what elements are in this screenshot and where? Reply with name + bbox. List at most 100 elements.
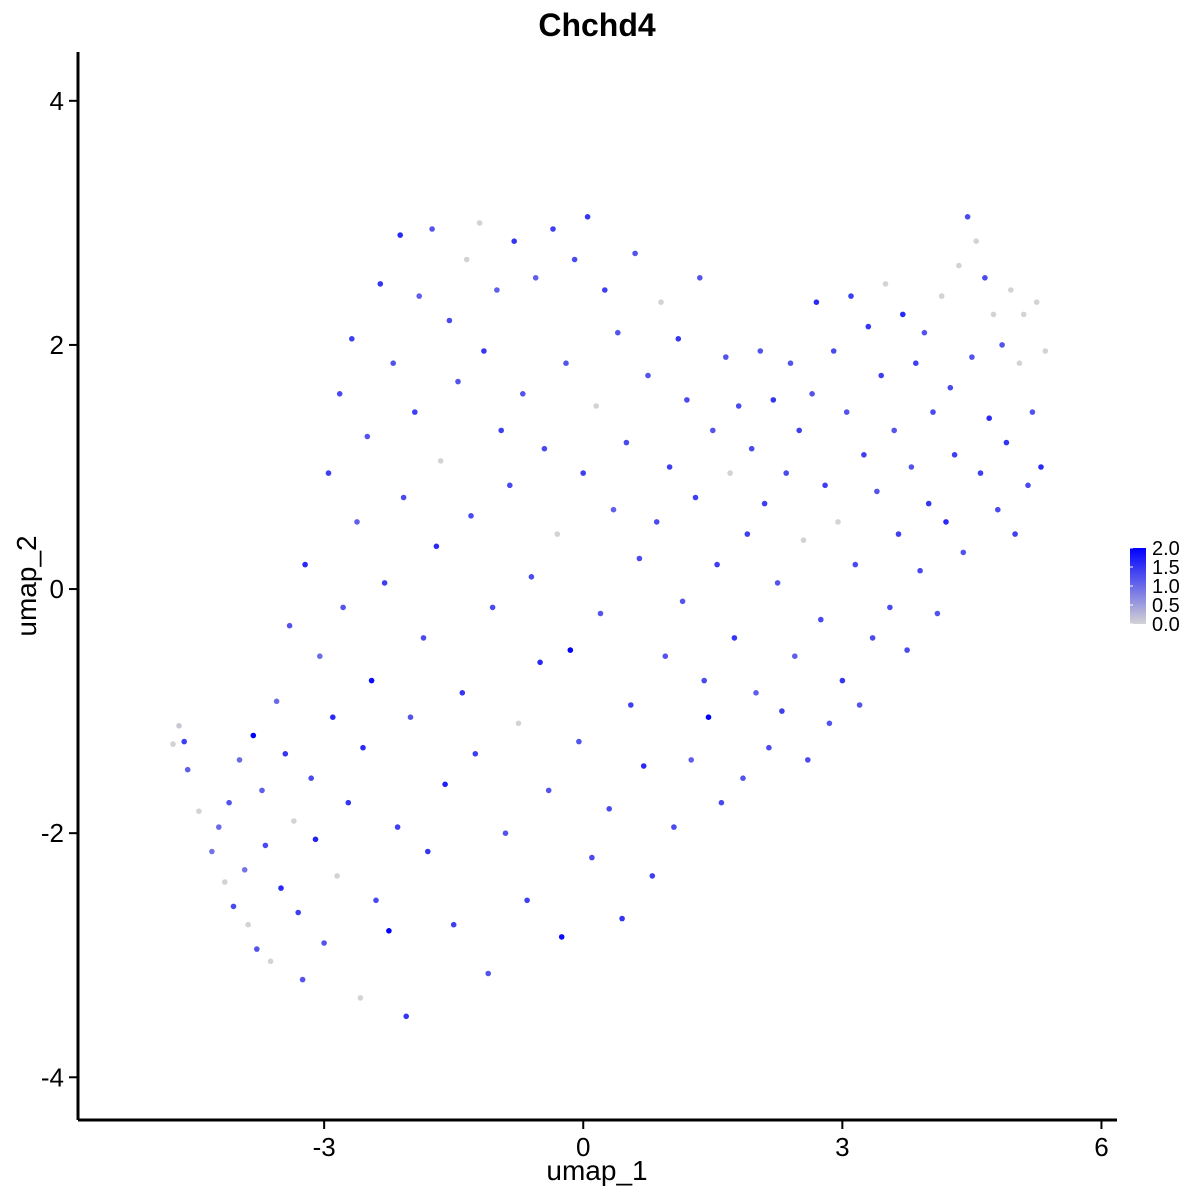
- cell-point: [852, 561, 859, 568]
- cell-point: [354, 519, 360, 525]
- cell-point: [697, 275, 703, 281]
- colorbar-tick-label: 2.0: [1152, 538, 1180, 560]
- x-tick-label: -3: [313, 1132, 336, 1162]
- cell-point: [262, 842, 269, 849]
- cell-point: [800, 537, 807, 543]
- cell-point: [494, 287, 500, 293]
- colorbar-tick-label: 0.0: [1152, 614, 1180, 636]
- cell-point: [969, 354, 975, 360]
- cell-point: [253, 946, 260, 952]
- cell-point: [688, 757, 694, 763]
- cell-point: [593, 403, 599, 409]
- cell-point: [818, 616, 824, 623]
- cell-point: [485, 970, 492, 977]
- cell-point: [761, 500, 768, 507]
- cell-point: [843, 409, 850, 415]
- cell-point: [317, 653, 323, 659]
- cell-point: [666, 464, 673, 470]
- cell-point: [420, 635, 427, 641]
- cell-point: [416, 293, 423, 299]
- cell-point: [1020, 311, 1027, 318]
- cell-point: [925, 500, 932, 507]
- cell-point: [887, 604, 893, 611]
- cell-point: [727, 470, 733, 476]
- cell-point: [986, 415, 992, 422]
- cell-point: [1016, 360, 1023, 367]
- cell-point: [714, 561, 720, 568]
- colorbar-tick-label: 1.5: [1152, 557, 1180, 579]
- cell-point: [865, 323, 872, 330]
- cell-point: [196, 808, 202, 814]
- cell-point: [412, 409, 418, 415]
- cell-point: [450, 921, 457, 928]
- cell-point: [874, 488, 880, 495]
- cell-point: [1038, 464, 1044, 470]
- cell-point: [481, 348, 487, 354]
- x-tick-label: 6: [1094, 1132, 1108, 1162]
- cell-point: [184, 766, 191, 773]
- colorbar-tick-label: 1.0: [1152, 576, 1180, 598]
- cell-point: [308, 775, 315, 781]
- cell-point: [403, 1013, 410, 1020]
- cell-point: [1033, 299, 1040, 306]
- cell-point: [541, 445, 548, 452]
- cell-point: [463, 256, 470, 263]
- cell-point: [468, 513, 474, 519]
- cell-point: [735, 403, 742, 409]
- cell-point: [671, 824, 677, 830]
- cell-point: [904, 647, 910, 653]
- cell-point: [753, 690, 759, 696]
- cell-point: [1042, 348, 1049, 354]
- cell-point: [835, 519, 841, 525]
- cell-point: [345, 799, 352, 806]
- points-layer: [170, 214, 1049, 1020]
- cell-point: [930, 409, 936, 415]
- cell-point: [170, 741, 176, 747]
- cell-point: [757, 348, 764, 354]
- cell-point: [567, 647, 574, 653]
- cell-point: [908, 464, 915, 470]
- cell-point: [710, 427, 716, 434]
- cell-point: [597, 610, 604, 617]
- cell-point: [995, 506, 1001, 513]
- cell-point: [446, 317, 453, 324]
- cell-point: [472, 751, 479, 757]
- x-tick-label: 3: [835, 1132, 849, 1162]
- y-tick-label: 4: [50, 86, 64, 116]
- cell-point: [550, 226, 556, 232]
- cell-point: [291, 818, 297, 824]
- x-tick-label: 0: [576, 1132, 590, 1162]
- cell-point: [357, 995, 364, 1001]
- cell-point: [580, 470, 586, 476]
- cell-point: [792, 653, 798, 659]
- cell-point: [917, 567, 923, 574]
- cell-point: [861, 452, 867, 458]
- cell-point: [576, 738, 582, 745]
- cell-point: [222, 879, 228, 885]
- cell-point: [982, 275, 988, 281]
- cell-point: [653, 519, 660, 525]
- cell-point: [701, 677, 707, 684]
- y-axis-title: umap_2: [11, 535, 42, 636]
- cell-point: [528, 574, 535, 580]
- cell-point: [397, 232, 404, 238]
- cell-point: [498, 427, 505, 434]
- cell-point: [636, 555, 643, 562]
- cell-point: [259, 787, 265, 794]
- cell-point: [459, 690, 466, 696]
- colorbar-gradient: [1130, 548, 1146, 624]
- y-tick-label: 2: [50, 330, 64, 360]
- cell-point: [377, 281, 384, 287]
- cell-point: [433, 543, 440, 550]
- cell-point: [181, 738, 187, 745]
- cell-point: [977, 470, 984, 476]
- cell-point: [830, 348, 837, 354]
- cell-point: [524, 897, 530, 904]
- cell-point: [731, 635, 738, 641]
- cell-point: [692, 494, 699, 501]
- colorbar-tick-label: 0.5: [1152, 595, 1180, 617]
- cell-point: [628, 702, 634, 708]
- cell-point: [429, 226, 435, 232]
- cell-point: [325, 470, 332, 476]
- cell-point: [649, 873, 656, 879]
